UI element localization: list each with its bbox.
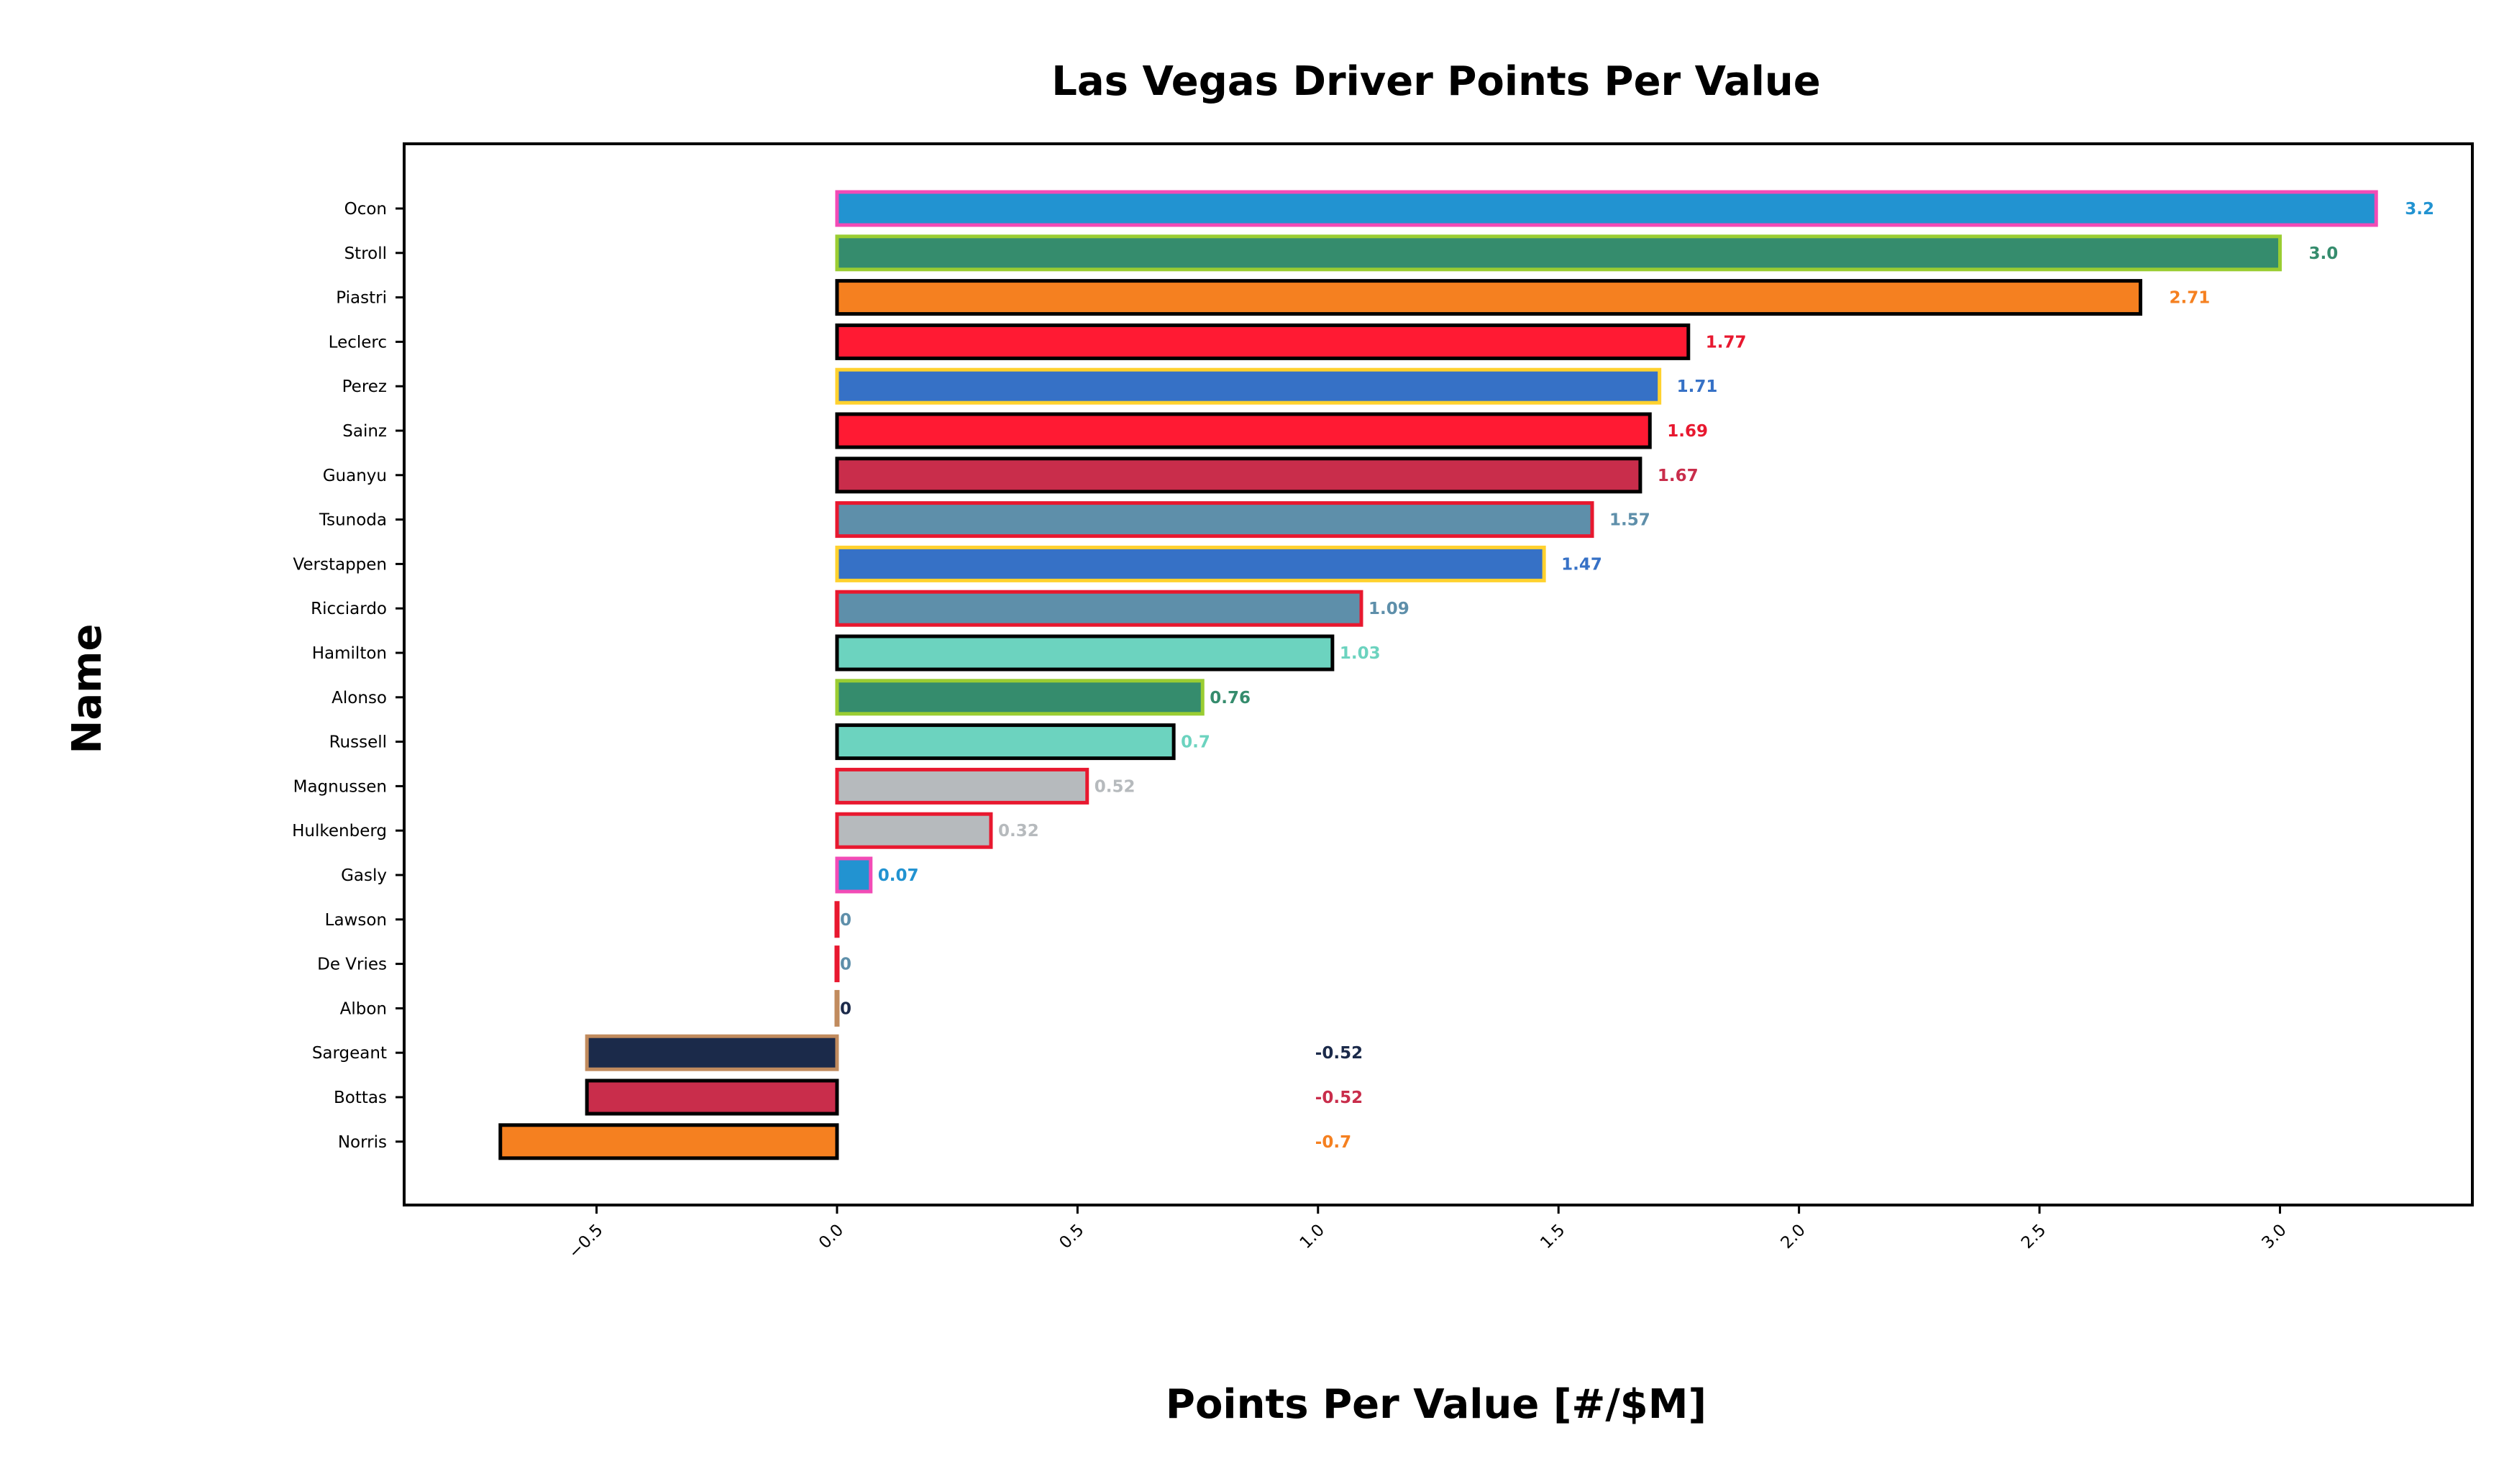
data-label: 1.09 — [1368, 600, 1409, 618]
data-label: 3.0 — [2308, 244, 2338, 263]
bar-stroll — [835, 234, 2282, 272]
data-labels: 3.2 3.0 2.71 1.77 1.71 1.69 1.67 1.57 1.47 1.09 1.… — [840, 200, 2434, 1152]
bar-ricciardo — [835, 590, 1363, 627]
data-label: 1.47 — [1561, 555, 1602, 574]
x-tick-label: 3.0 — [2258, 1221, 2290, 1252]
bar-leclerc — [835, 323, 1691, 360]
bar-perez — [835, 367, 1662, 405]
y-tick-label: Guanyu — [323, 467, 387, 485]
y-tick-label: Magnussen — [293, 777, 387, 796]
y-tick-label: Ricciardo — [311, 600, 387, 618]
bar-ocon — [835, 190, 2378, 227]
data-label: 0 — [840, 999, 851, 1018]
bars-layer — [498, 190, 2378, 1160]
data-label: -0.52 — [1315, 1044, 1363, 1063]
y-tick-label: Sargeant — [312, 1044, 387, 1063]
bar-hamilton — [835, 634, 1335, 672]
data-label: 3.2 — [2405, 200, 2434, 219]
x-axis-label: Points Per Value [#/$M] — [1166, 1381, 1706, 1428]
data-label: -0.7 — [1315, 1133, 1351, 1152]
x-tick-label: 0.0 — [815, 1221, 847, 1252]
plot-area — [403, 142, 2474, 1206]
x-tick-label: 2.5 — [2018, 1221, 2050, 1252]
data-label: 1.57 — [1609, 511, 1650, 530]
y-tick-label: Stroll — [344, 244, 387, 263]
bar-de-vries — [834, 945, 840, 983]
y-tick-label: Sainz — [342, 422, 387, 441]
data-label: 0.52 — [1095, 777, 1136, 796]
data-label: 0.32 — [998, 822, 1039, 841]
x-axis-ticks: −0.5 0.0 0.5 1.0 1.5 2.0 2.5 3.0 — [565, 1205, 2290, 1263]
y-tick-label: Alonso — [332, 689, 387, 707]
y-tick-label: De Vries — [317, 956, 387, 974]
data-label: 0 — [840, 911, 851, 930]
data-label: 0 — [840, 956, 851, 974]
y-tick-label: Perez — [342, 377, 387, 396]
y-tick-label: Lawson — [325, 911, 387, 930]
bar-bottas — [585, 1078, 839, 1116]
y-tick-label: Gasly — [341, 866, 387, 885]
y-tick-label: Hulkenberg — [292, 822, 387, 841]
y-axis-ticks: Ocon Stroll Piastri Leclerc Perez Sainz Guanyu… — [292, 200, 404, 1152]
bar-albon — [834, 989, 840, 1027]
data-label: 0.07 — [878, 866, 919, 885]
bar-gasly — [835, 856, 873, 894]
bar-tsunoda — [835, 501, 1594, 539]
y-tick-label: Verstappen — [293, 555, 387, 574]
y-tick-label: Albon — [340, 999, 387, 1018]
y-tick-label: Bottas — [334, 1089, 387, 1107]
data-label: 2.71 — [2170, 289, 2211, 308]
y-tick-label: Tsunoda — [319, 511, 387, 530]
data-label: 0.7 — [1181, 733, 1210, 752]
bar-magnussen — [835, 767, 1089, 805]
data-label: 1.67 — [1658, 467, 1699, 485]
bar-sargeant — [585, 1034, 839, 1071]
bar-guanyu — [835, 457, 1642, 494]
y-tick-label: Norris — [338, 1133, 387, 1152]
data-label: 0.76 — [1210, 689, 1251, 707]
x-tick-label: 1.0 — [1297, 1221, 1328, 1252]
data-label: 1.77 — [1706, 333, 1747, 352]
bar-alonso — [835, 679, 1205, 716]
y-tick-label: Hamilton — [312, 644, 387, 663]
x-tick-label: −0.5 — [565, 1221, 607, 1263]
x-tick-label: 2.0 — [1778, 1221, 1809, 1252]
bar-lawson — [834, 901, 840, 938]
bar-verstappen — [835, 545, 1546, 582]
y-axis-label: Name — [64, 624, 111, 754]
data-label: 1.69 — [1667, 422, 1708, 441]
data-label: -0.52 — [1315, 1089, 1363, 1107]
bar-piastri — [835, 279, 2143, 316]
y-tick-label: Piastri — [336, 289, 387, 308]
chart-title: Las Vegas Driver Points Per Value — [1051, 58, 1821, 105]
x-tick-label: 0.5 — [1056, 1221, 1087, 1252]
y-tick-label: Russell — [329, 733, 387, 752]
data-label: 1.03 — [1340, 644, 1381, 663]
y-tick-label: Ocon — [344, 200, 387, 219]
data-label: 1.71 — [1677, 377, 1718, 396]
x-tick-label: 1.5 — [1537, 1221, 1568, 1252]
bar-russell — [835, 723, 1176, 761]
bar-hulkenberg — [835, 812, 993, 849]
bar-sainz — [835, 412, 1652, 449]
bar-norris — [498, 1123, 839, 1160]
y-tick-label: Leclerc — [329, 333, 387, 352]
